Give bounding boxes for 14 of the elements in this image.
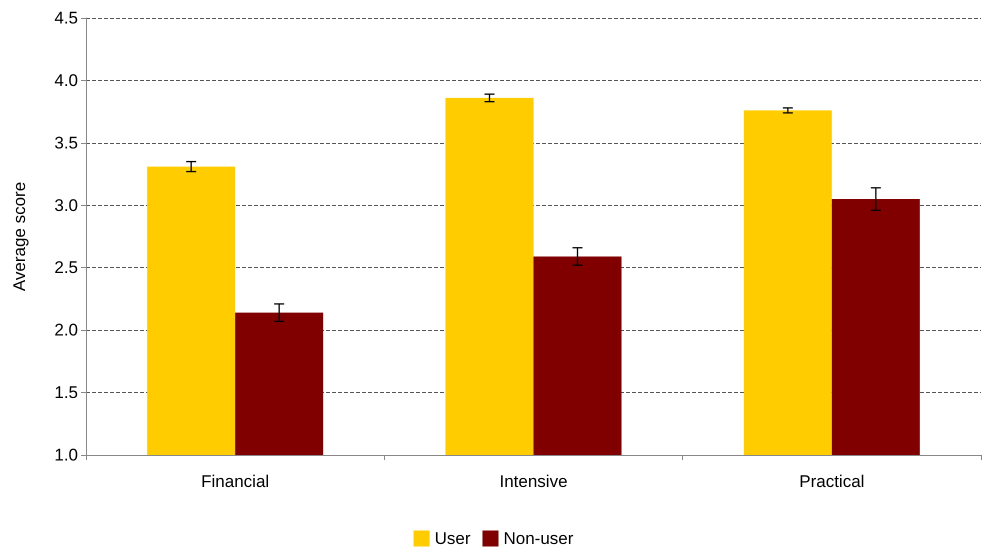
y-axis-title: Average score <box>10 182 29 292</box>
x-tick-label: Financial <box>201 472 270 491</box>
y-tick-label: 1.0 <box>54 446 78 464</box>
y-tick-label: 1.5 <box>54 383 78 402</box>
legend-label: Non-user <box>503 529 574 548</box>
y-tick-label: 3.0 <box>54 196 78 215</box>
x-tick-label: Practical <box>799 472 864 491</box>
y-tick-label: 2.5 <box>54 258 78 278</box>
y-tick-label: 3.5 <box>54 133 78 152</box>
y-tick-label: 4.5 <box>54 8 78 28</box>
x-tick-label: Intensive <box>499 472 568 491</box>
y-tick-label: 2.0 <box>54 320 78 340</box>
y-tick-label: 4.0 <box>54 70 78 90</box>
legend-label: User <box>434 529 471 548</box>
